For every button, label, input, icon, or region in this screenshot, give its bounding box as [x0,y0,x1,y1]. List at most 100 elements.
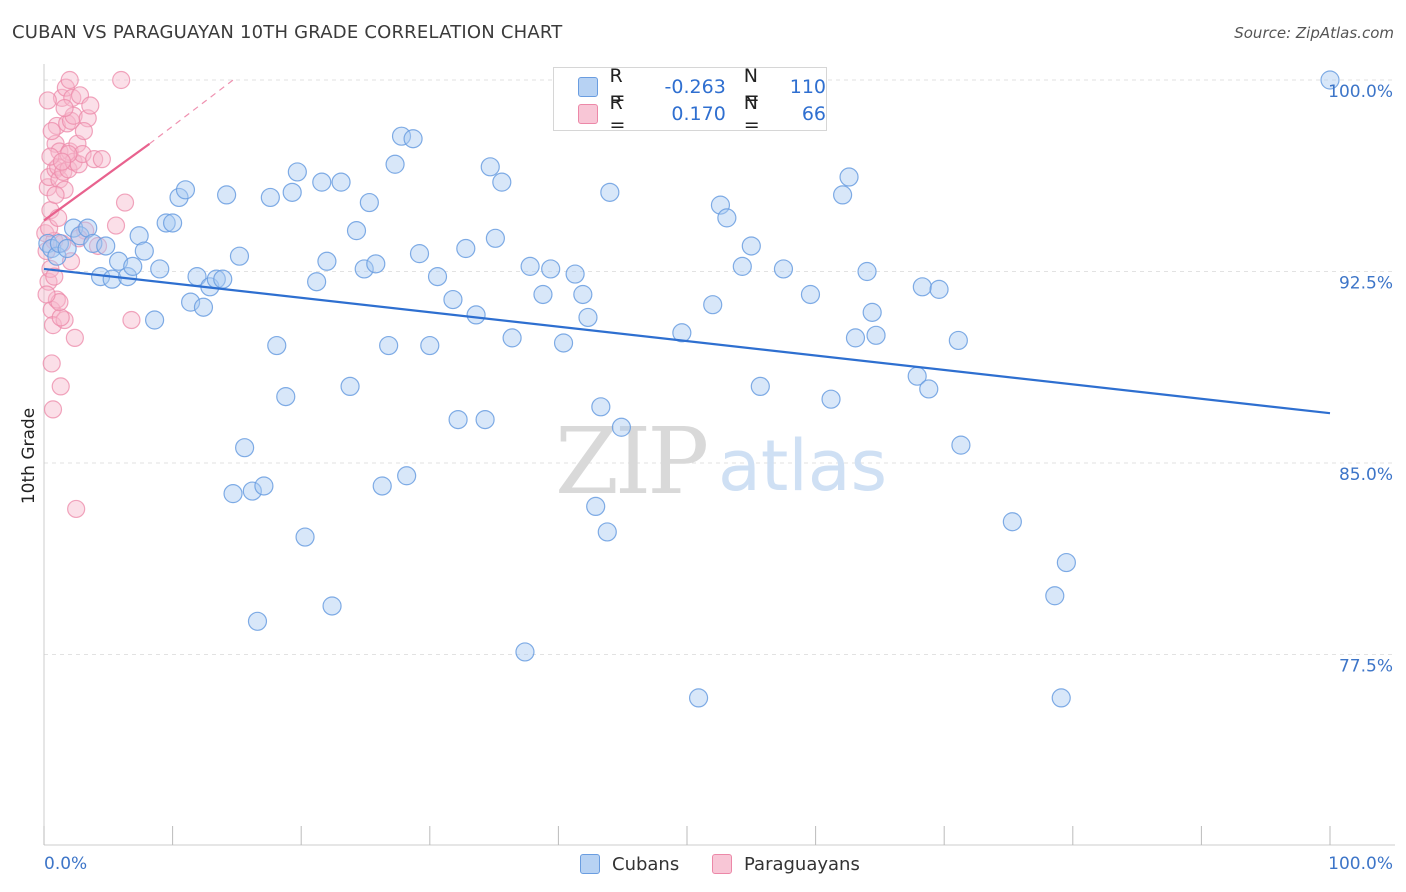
watermark-atlas: atlas [718,425,887,507]
cubans-point [1002,512,1022,532]
cubans-point [839,167,859,187]
cubans-point [397,466,417,486]
cubans-point [541,259,561,279]
cubans-point [448,409,468,430]
paraguayans-trend-line [43,142,151,222]
cubans-point [354,259,374,279]
cubans-point [1051,688,1071,708]
cubans-point [229,246,250,266]
r-label: R = [609,92,626,136]
paraguayans-point [41,147,60,166]
cubans-point [1056,552,1076,573]
paraguayans-point [37,285,56,304]
cubans-point [144,310,165,330]
paraguayans-point [73,144,92,164]
cubans-point [553,333,574,353]
cubans-point [800,284,821,305]
cubans-point [134,241,154,261]
cubans-point [857,261,877,282]
cubans-point [193,297,214,317]
paraguayans-point [81,96,100,115]
cubans-point [247,611,268,631]
cubans-point [282,182,302,202]
cubans-legend-swatch [580,854,600,874]
cubans-point [129,226,149,246]
cubans-point [242,481,262,501]
cubans-point [63,218,84,238]
x-tick-label: 0.0% [44,854,87,874]
tick-labels: 100.0% 92.5% 85.0% 77.5% 0.0% 100.0% [44,82,1393,874]
watermark: ZIP atlas [555,408,887,515]
paraguayans-swatch [578,104,598,124]
paraguayans-point [40,218,59,238]
cubans-point [317,251,337,271]
y-tick-label: 85.0% [1339,465,1393,485]
cubans-point [385,154,405,174]
cubans-point [307,272,327,292]
cubans-point [427,267,448,287]
cubans-point [732,256,752,276]
cubans-point [845,328,866,348]
cubans-point [346,221,367,241]
paraguayans-point [115,193,135,212]
cubans-point [591,397,611,417]
cubans-point [565,264,585,284]
gridlines [44,79,1395,655]
cubans-point [163,213,183,233]
cubans-point [480,157,500,177]
cubans-point [533,284,553,305]
chart-title: CUBAN VS PARAGUAYAN 10TH GRADE CORRELATI… [12,22,563,43]
bottom-legend-paraguayans: Paraguayans [712,851,860,877]
y-tick-label: 100.0% [1328,82,1393,102]
cubans-point [1320,70,1340,90]
paraguayans-point [55,98,74,118]
cubans-point [359,192,379,213]
cubans-point [485,228,505,248]
cubans-point [331,172,351,192]
cubans-point [213,269,233,289]
cubans-point [862,302,882,322]
cubans-point [287,162,307,182]
legend-row-paraguayans: R = 0.170 N = 66 [578,92,826,136]
cubans-point [403,129,423,149]
paraguayans-legend-swatch [712,854,732,874]
cubans-point [223,484,243,504]
cubans-point [156,213,176,233]
cubans-point [267,335,287,356]
paraguayans-point [74,121,93,141]
cubans-point [456,238,476,259]
correlation-legend: R = -0.263 N = 110 R = 0.170 N = 66 [553,65,827,136]
cubans-point [295,527,315,547]
cubans-point [466,305,486,325]
cubans-point [366,254,386,274]
cubans-point [175,180,196,200]
cubans-point [833,185,853,205]
cubans-point [492,172,512,192]
paraguayans-point [47,290,66,309]
cubans-point [276,387,296,407]
cubans-point [741,236,761,256]
cubans-point [586,496,606,517]
cubans-point [672,323,692,343]
n-label: N = [743,92,760,136]
x-tick-label: 100.0% [1328,854,1393,874]
paraguayans-point [122,310,141,330]
cubans-point [96,236,116,256]
y-axis-title: 10th Grade [19,408,39,504]
bottom-legend-cubans: Cubans [580,851,679,877]
cubans-trend-line [43,267,1331,415]
cubans-point [260,187,280,208]
paraguayans-point [55,180,74,199]
cubans-point [102,269,122,289]
cubans-point [866,325,886,345]
cubans-point [150,259,170,279]
cubans-point [750,376,770,396]
r-value: 0.170 [671,103,726,125]
chart-source: Source: ZipAtlas.com [1234,24,1394,42]
cubans-point [181,292,201,312]
trend-lines [43,79,1331,415]
paraguayans-point [43,400,63,419]
r-label: R = [609,65,626,109]
cubans-point [312,172,332,192]
